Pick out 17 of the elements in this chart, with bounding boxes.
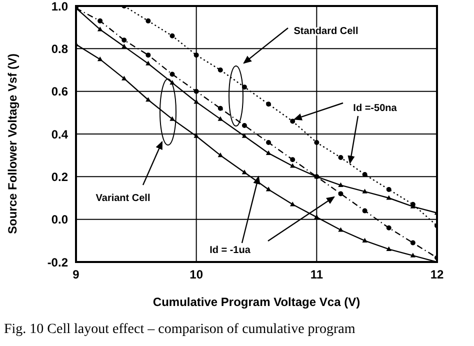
y-tick-label: 0.8 — [51, 42, 68, 56]
x-tick-label: 12 — [430, 268, 444, 282]
y-axis-title: Source Follower Voltage Vsf (V) — [5, 54, 20, 234]
annotation: Variant Cell — [96, 193, 150, 204]
x-tick-label: 11 — [310, 268, 324, 282]
x-axis-title: Cumulative Program Voltage Vca (V) — [152, 295, 360, 309]
annotation: Id =-50na — [353, 103, 398, 114]
caption: Fig. 10 Cell layout effect – comparison of cumulative program — [4, 322, 356, 338]
x-tick-label: 10 — [190, 268, 204, 282]
y-tick-label: 1.0 — [51, 0, 68, 14]
y-tick-label: 0.0 — [51, 212, 68, 227]
y-tick-label: 0.2 — [51, 170, 68, 184]
y-tick-label: 0.6 — [51, 84, 68, 99]
x-tick-label: 9 — [72, 268, 80, 282]
y-tick-label: 0.4 — [51, 127, 68, 142]
annotation: Id = -1ua — [210, 245, 251, 256]
y-tick-label: -0.2 — [47, 255, 68, 270]
